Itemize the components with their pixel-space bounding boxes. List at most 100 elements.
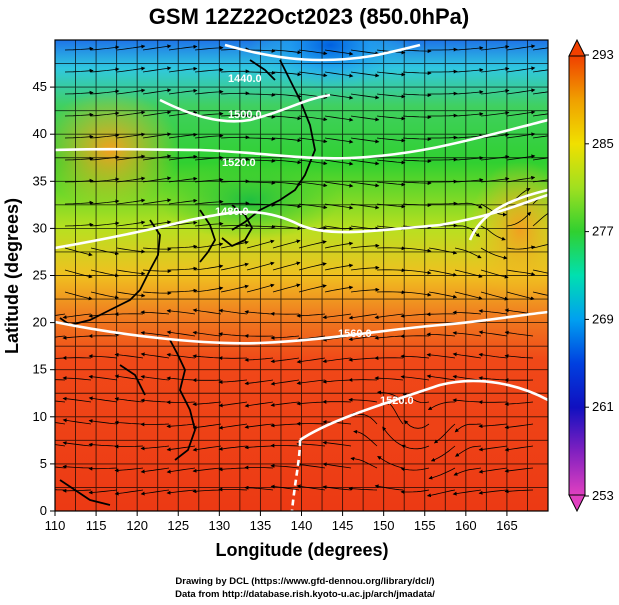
colorbar-tick-label: 261 <box>592 399 614 414</box>
streamline <box>480 225 506 241</box>
contour-label-5: 1560.0 <box>338 328 372 340</box>
streamline <box>247 70 276 75</box>
streamline <box>353 429 378 447</box>
streamline <box>62 376 92 381</box>
streamline <box>506 291 535 301</box>
streamline <box>350 181 380 188</box>
streamline <box>218 423 248 430</box>
streamline <box>62 313 92 320</box>
streamline <box>220 69 250 74</box>
streamline <box>142 44 172 51</box>
streamline <box>386 400 404 425</box>
streamline <box>90 269 120 278</box>
streamline <box>478 423 508 429</box>
streamline <box>478 309 508 315</box>
streamline <box>140 489 170 496</box>
streamline <box>374 313 404 320</box>
streamline <box>62 464 92 469</box>
streamline <box>64 269 93 279</box>
streamline <box>168 288 198 293</box>
streamline <box>298 240 327 249</box>
streamline <box>220 201 250 206</box>
streamline <box>348 397 378 403</box>
streamline <box>453 467 482 476</box>
streamline <box>400 313 430 318</box>
streamline <box>272 283 301 293</box>
streamline <box>142 88 172 95</box>
streamline <box>376 137 406 143</box>
streamline <box>166 330 196 337</box>
streamline <box>116 110 146 117</box>
x-tick-label: 160 <box>455 518 477 533</box>
streamline <box>322 440 352 447</box>
streamline <box>454 90 484 95</box>
streamline <box>142 154 172 161</box>
streamline <box>350 93 380 100</box>
streamline <box>140 467 170 474</box>
streamline <box>116 66 146 73</box>
streamline <box>90 133 120 139</box>
streamline <box>402 49 432 54</box>
colorbar-tick-label: 277 <box>592 224 614 239</box>
contour-label-2: 1500.0 <box>228 109 262 121</box>
colorbar-scale <box>568 55 586 496</box>
streamline <box>298 159 328 166</box>
streamline <box>88 442 118 447</box>
streamline <box>55 466 66 469</box>
streamline <box>322 462 352 469</box>
streamline <box>88 354 118 359</box>
streamline <box>322 313 352 320</box>
streamline <box>192 308 222 315</box>
streamline <box>64 156 94 161</box>
streamline <box>374 484 404 491</box>
streamline <box>452 352 482 359</box>
streamline <box>324 203 354 210</box>
streamline <box>429 201 458 206</box>
streamline <box>140 374 170 381</box>
streamline <box>426 489 456 498</box>
streamline <box>478 352 508 359</box>
streamline <box>246 261 275 271</box>
streamline <box>428 269 458 277</box>
streamline <box>114 444 144 449</box>
streamline <box>166 445 196 452</box>
streamline <box>140 330 170 337</box>
streamline <box>506 269 536 276</box>
streamline <box>322 379 352 384</box>
streamline <box>194 264 224 271</box>
streamline <box>194 89 224 95</box>
streamline <box>480 88 510 95</box>
x-tick-label: 110 <box>45 518 66 533</box>
colorbar-tick-label: 269 <box>592 311 614 326</box>
streamline <box>218 308 248 315</box>
streamline <box>478 489 508 495</box>
streamline <box>116 220 146 227</box>
streamline <box>192 354 222 359</box>
streamline <box>322 419 352 425</box>
streamline <box>166 489 196 495</box>
streamline <box>322 485 352 491</box>
streamline <box>324 225 354 231</box>
streamline <box>429 91 458 96</box>
contour-label-6: 1520.0 <box>380 395 414 407</box>
streamline <box>142 66 172 73</box>
streamline <box>532 135 548 139</box>
x-tick-label: 130 <box>208 518 230 533</box>
streamline <box>455 445 482 457</box>
streamline <box>400 374 430 381</box>
y-tick-label: 5 <box>40 456 47 471</box>
streamline <box>532 91 548 95</box>
streamline <box>454 291 483 300</box>
streamline <box>506 211 532 227</box>
streamline <box>504 330 534 337</box>
streamline <box>452 398 482 403</box>
streamline <box>220 179 250 184</box>
streamline <box>64 291 93 301</box>
contour-label-1: 1440.0 <box>228 73 262 85</box>
streamline <box>402 93 432 98</box>
streamline <box>376 93 406 99</box>
x-axis: 110 115 120 125 130 135 140 145 150 155 160 165 <box>45 511 518 533</box>
streamline <box>296 462 326 469</box>
colorbar-tick-label: 293 <box>592 47 614 62</box>
